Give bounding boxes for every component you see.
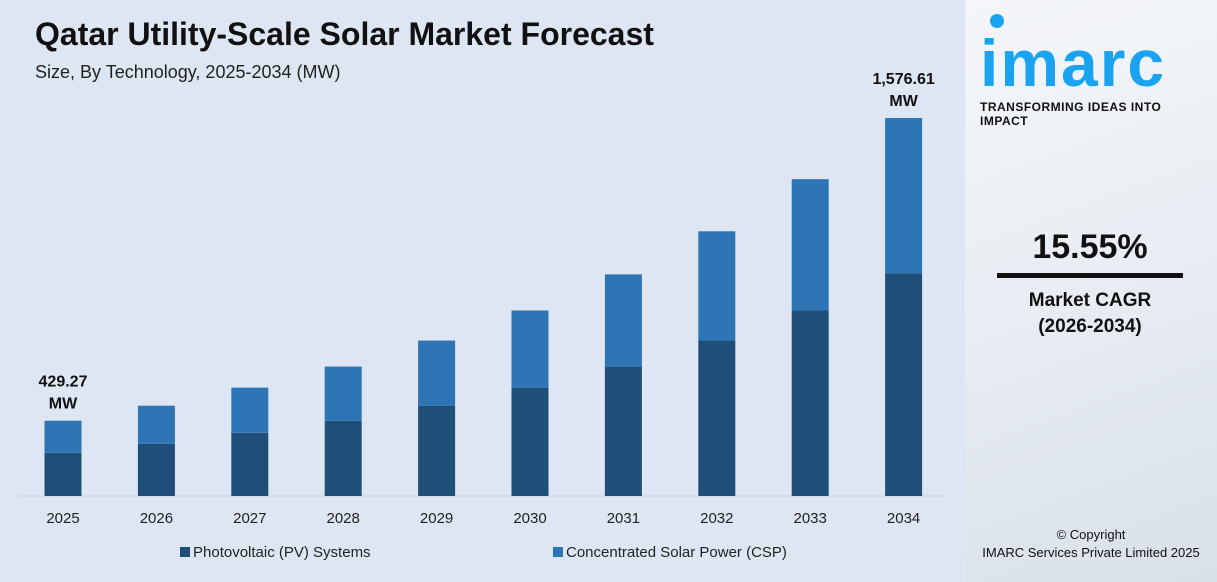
data-label: 1,576.61 bbox=[872, 71, 934, 88]
bar-pv-2029 bbox=[418, 405, 456, 496]
copyright: © Copyright bbox=[1056, 527, 1126, 542]
chart-panel: Qatar Utility-Scale Solar Market Forecas… bbox=[0, 0, 965, 582]
cagr-period: (2026-2034) bbox=[1038, 316, 1142, 337]
x-tick-label: 2028 bbox=[327, 510, 360, 527]
cagr-box: 15.55% Market CAGR (2026-2034) bbox=[997, 228, 1183, 340]
bar-pv-2031 bbox=[604, 366, 642, 496]
x-tick-label: 2026 bbox=[140, 510, 173, 527]
data-label-unit: MW bbox=[49, 396, 78, 413]
logo-text: imarc bbox=[980, 26, 1167, 100]
bar-pv-2033 bbox=[791, 310, 829, 496]
bar-csp-2025 bbox=[44, 420, 82, 453]
x-tick-label: 2031 bbox=[607, 510, 640, 527]
x-tick-label: 2025 bbox=[46, 510, 79, 527]
imarc-logo: imarc TRANSFORMING IDEAS INTO IMPACT bbox=[980, 8, 1210, 128]
bar-csp-2030 bbox=[511, 310, 549, 388]
bar-pv-2027 bbox=[231, 432, 269, 496]
bar-csp-2032 bbox=[698, 231, 736, 341]
bar-csp-2029 bbox=[418, 340, 456, 406]
legend-label: Concentrated Solar Power (CSP) bbox=[566, 544, 787, 561]
legend-swatch bbox=[553, 547, 563, 557]
x-tick-label: 2030 bbox=[513, 510, 546, 527]
bar-csp-2034 bbox=[885, 118, 923, 274]
bar-csp-2033 bbox=[791, 179, 829, 311]
bar-csp-2027 bbox=[231, 387, 269, 433]
data-label: 429.27 bbox=[39, 374, 88, 391]
stacked-bar-chart: 2025 429.27 MW 2026 2027 2028 2029 2030 2031 2032… bbox=[18, 71, 945, 561]
bar-pv-2026 bbox=[137, 443, 175, 496]
bar-pv-2034 bbox=[885, 273, 923, 496]
cagr-divider bbox=[997, 273, 1183, 278]
chart-subtitle: Size, By Technology, 2025-2034 (MW) bbox=[35, 62, 341, 82]
bar-csp-2031 bbox=[604, 274, 642, 367]
x-tick-label: 2029 bbox=[420, 510, 453, 527]
bar-pv-2030 bbox=[511, 387, 549, 496]
x-tick-label: 2034 bbox=[887, 510, 920, 527]
legend-label: Photovoltaic (PV) Systems bbox=[193, 544, 371, 561]
cagr-label: Market CAGR bbox=[1028, 290, 1152, 311]
logo-tagline: TRANSFORMING IDEAS INTO IMPACT bbox=[980, 100, 1162, 128]
x-tick-label: 2033 bbox=[794, 510, 827, 527]
cagr-value: 15.55% bbox=[1032, 228, 1148, 266]
side-panel: imarc TRANSFORMING IDEAS INTO IMPACT 15.… bbox=[965, 0, 1217, 582]
bar-csp-2026 bbox=[137, 405, 175, 444]
chart-title: Qatar Utility-Scale Solar Market Forecas… bbox=[35, 16, 654, 52]
logo-dot bbox=[990, 14, 1004, 28]
x-tick-label: 2032 bbox=[700, 510, 733, 527]
company-name: IMARC Services Private Limited 2025 bbox=[982, 545, 1200, 560]
bar-pv-2025 bbox=[44, 452, 82, 496]
data-label-unit: MW bbox=[889, 93, 918, 110]
bar-pv-2028 bbox=[324, 420, 362, 496]
legend-swatch bbox=[180, 547, 190, 557]
x-tick-label: 2027 bbox=[233, 510, 266, 527]
bar-csp-2028 bbox=[324, 366, 362, 421]
bar-pv-2032 bbox=[698, 340, 736, 496]
